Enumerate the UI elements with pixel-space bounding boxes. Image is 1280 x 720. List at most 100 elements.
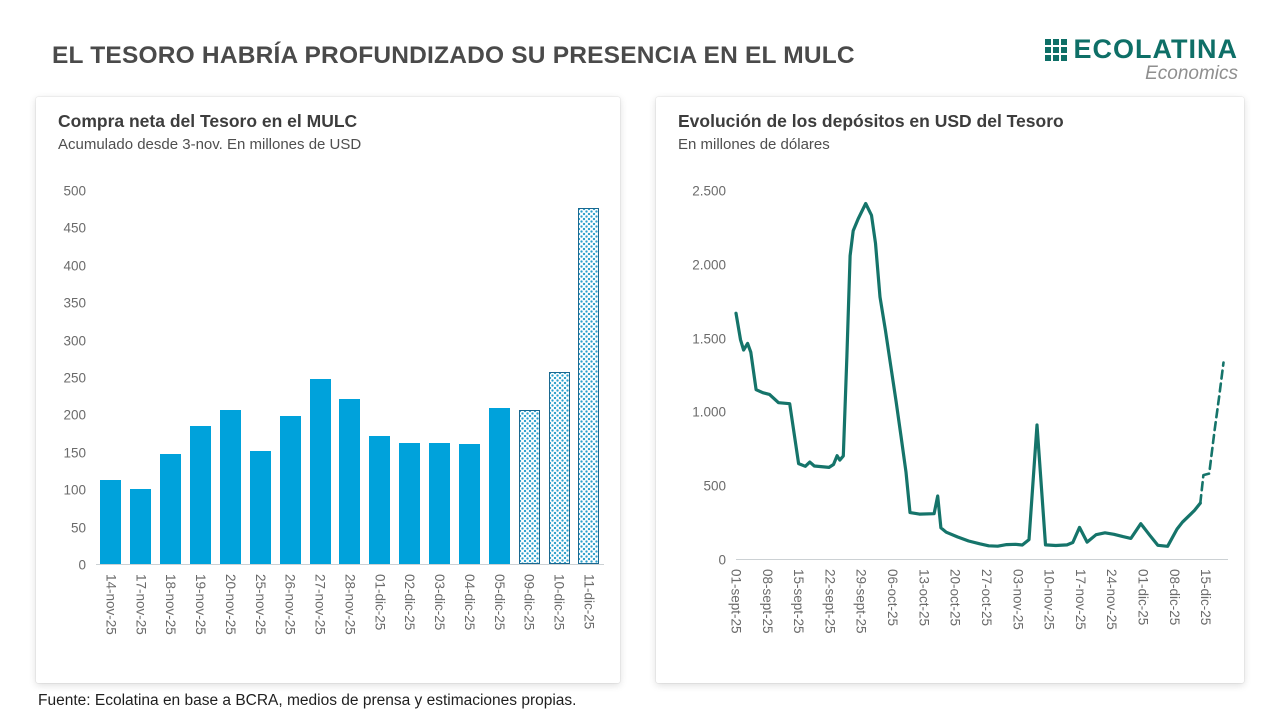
x-axis-tick-label: 10-nov-25	[1041, 569, 1057, 630]
x-axis-tick-label: 22-sept-25	[822, 569, 838, 634]
x-axis-tick-label: 20-oct-25	[947, 569, 963, 627]
y-axis-tick-label: 1.500	[692, 331, 726, 347]
x-axis-tick-label: 19-nov-25	[193, 574, 209, 635]
logo-name: ECOLATINA	[1073, 34, 1238, 64]
y-axis-tick-label: 500	[703, 478, 726, 494]
x-axis-tick-label: 20-nov-25	[222, 574, 238, 635]
bar-02-dic-25	[399, 443, 421, 564]
x-axis-tick-label: 05-dic-25	[491, 574, 507, 631]
x-label-slot: 17-nov-25	[1073, 569, 1088, 635]
x-axis-tick-label: 17-nov-25	[1072, 569, 1088, 630]
bar-slot	[186, 191, 216, 564]
x-label-slot: 01-dic-25	[365, 565, 395, 669]
bar-slot	[126, 191, 156, 564]
x-label-slot: 28-nov-25	[335, 565, 365, 669]
bar-14-nov-25	[100, 480, 122, 564]
line-chart-title: Evolución de los depósitos en USD del Te…	[678, 111, 1064, 131]
x-label-slot: 09-dic-25	[514, 565, 544, 669]
line-chart-canvas	[734, 201, 1225, 548]
bar-11-dic-25	[578, 208, 600, 564]
x-label-slot: 19-nov-25	[186, 565, 216, 669]
x-label-slot: 03-dic-25	[425, 565, 455, 669]
x-label-slot: 04-dic-25	[455, 565, 485, 669]
line-chart-subtitle: En millones de dólares	[678, 136, 830, 153]
y-axis-tick-label: 1.000	[692, 404, 726, 420]
x-label-slot: 20-nov-25	[216, 565, 246, 669]
y-axis-tick-label: 0	[78, 557, 86, 573]
x-label-slot: 01-sept-25	[729, 569, 744, 639]
x-label-slot: 15-sept-25	[791, 569, 806, 639]
x-axis-tick-label: 28-nov-25	[342, 574, 358, 635]
x-label-slot: 20-oct-25	[948, 569, 963, 631]
x-axis-tick-label: 03-dic-25	[432, 574, 448, 631]
bar-slot	[365, 191, 395, 564]
bar-chart-subtitle: Acumulado desde 3-nov. En millones de US…	[58, 136, 362, 153]
y-axis-tick-label: 250	[63, 370, 86, 386]
bar-slot	[96, 191, 126, 564]
bar-slot	[574, 191, 604, 564]
line-chart-plot	[734, 191, 1228, 560]
x-label-slot: 29-sept-25	[854, 569, 869, 639]
y-axis-tick-label: 150	[63, 445, 86, 461]
bar-chart-bars	[96, 191, 604, 564]
x-axis-tick-label: 17-nov-25	[133, 574, 149, 635]
x-axis-tick-label: 15-dic-25	[1198, 569, 1214, 626]
y-axis-tick-label: 200	[63, 407, 86, 423]
x-axis-tick-label: 01-dic-25	[372, 574, 388, 631]
x-axis-tick-label: 08-sept-25	[759, 569, 775, 634]
line-chart-x-axis: 01-sept-25 08-sept-25 15-sept-25 22-sept-25…	[729, 560, 1228, 669]
bar-slot	[275, 191, 305, 564]
y-axis-tick-label: 0	[718, 552, 726, 568]
x-axis-tick-label: 01-dic-25	[1135, 569, 1151, 626]
x-axis-tick-label: 29-sept-25	[853, 569, 869, 634]
bar-19-nov-25	[190, 426, 212, 564]
page-title: EL TESORO HABRÍA PROFUNDIZADO SU PRESENC…	[52, 42, 855, 69]
source-note: Fuente: Ecolatina en base a BCRA, medios…	[38, 692, 577, 709]
x-label-slot: 25-nov-25	[245, 565, 275, 669]
x-label-slot: 15-dic-25	[1198, 569, 1213, 630]
bar-slot	[245, 191, 275, 564]
bar-chart-plot-grid: 500 450 400 350 300 250 200 150 100 50 0 14-nov-25…	[52, 184, 604, 669]
bar-slot	[216, 191, 246, 564]
y-axis-tick-label: 350	[63, 295, 86, 311]
line-chart-plot-grid: 2.500 2.000 1.500 1.000 500 0 01-sept-25 08-se…	[672, 184, 1228, 669]
bar-05-dic-25	[488, 408, 510, 564]
x-label-slot: 18-nov-25	[156, 565, 186, 669]
bar-slot	[425, 191, 455, 564]
x-axis-tick-label: 02-dic-25	[402, 574, 418, 631]
bar-27-nov-25	[309, 379, 331, 564]
x-label-slot: 27-nov-25	[305, 565, 335, 669]
x-axis-tick-label: 03-nov-25	[1010, 569, 1026, 630]
bar-17-nov-25	[130, 489, 152, 564]
bar-25-nov-25	[249, 450, 271, 564]
x-axis-tick-label: 15-sept-25	[791, 569, 807, 634]
y-axis-tick-label: 2.500	[692, 183, 726, 199]
line-chart-y-axis: 2.500 2.000 1.500 1.000 500 0	[672, 184, 736, 568]
x-axis-tick-label: 18-nov-25	[163, 574, 179, 635]
x-axis-tick-label: 11-dic-25	[581, 574, 597, 630]
x-label-slot: 10-dic-25	[544, 565, 574, 669]
x-axis-tick-label: 26-nov-25	[282, 574, 298, 635]
x-label-slot: 26-nov-25	[275, 565, 305, 669]
x-label-slot: 06-oct-25	[885, 569, 900, 631]
logo-grid-icon	[1044, 38, 1067, 61]
x-axis-tick-label: 25-nov-25	[252, 574, 268, 635]
x-axis-tick-label: 08-dic-25	[1166, 569, 1182, 626]
line-series-depositos-proyeccion	[1198, 361, 1225, 505]
bar-slot	[544, 191, 574, 564]
bar-chart-x-axis: 14-nov-25 17-nov-25 18-nov-25 19-nov-25 20-n…	[96, 565, 604, 669]
x-label-slot: 01-dic-25	[1136, 569, 1151, 630]
y-axis-tick-label: 300	[63, 333, 86, 349]
bar-chart-card: Compra neta del Tesoro en el MULC Acumul…	[36, 97, 620, 683]
y-axis-tick-label: 2.000	[692, 257, 726, 273]
x-axis-tick-label: 09-dic-25	[521, 574, 537, 631]
x-label-slot: 02-dic-25	[395, 565, 425, 669]
bar-20-nov-25	[219, 409, 241, 564]
x-label-slot: 24-nov-25	[1104, 569, 1119, 635]
x-axis-tick-label: 10-dic-25	[551, 574, 567, 631]
bar-slot	[514, 191, 544, 564]
x-label-slot: 10-nov-25	[1042, 569, 1057, 635]
x-label-slot: 27-oct-25	[979, 569, 994, 631]
bar-slot	[335, 191, 365, 564]
